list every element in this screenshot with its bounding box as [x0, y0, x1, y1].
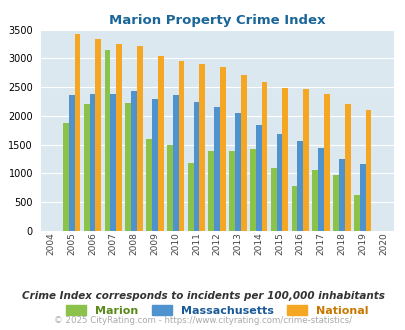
- Bar: [240, 75, 246, 231]
- Bar: [344, 105, 350, 231]
- Bar: [116, 44, 122, 231]
- Bar: [178, 61, 184, 231]
- Bar: [146, 139, 151, 231]
- Bar: [303, 89, 308, 231]
- Bar: [229, 151, 234, 231]
- Bar: [151, 99, 158, 231]
- Bar: [90, 93, 95, 231]
- Bar: [359, 164, 364, 231]
- Bar: [187, 163, 193, 231]
- Bar: [220, 67, 225, 231]
- Text: Crime Index corresponds to incidents per 100,000 inhabitants: Crime Index corresponds to incidents per…: [21, 291, 384, 301]
- Bar: [193, 102, 199, 231]
- Title: Marion Property Crime Index: Marion Property Crime Index: [109, 14, 325, 27]
- Bar: [75, 34, 80, 231]
- Bar: [353, 195, 359, 231]
- Bar: [333, 175, 338, 231]
- Bar: [158, 56, 163, 231]
- Bar: [338, 158, 344, 231]
- Bar: [110, 93, 116, 231]
- Bar: [199, 64, 205, 231]
- Bar: [125, 103, 131, 231]
- Bar: [270, 168, 276, 231]
- Bar: [255, 125, 261, 231]
- Bar: [249, 149, 255, 231]
- Bar: [208, 151, 214, 231]
- Bar: [291, 185, 297, 231]
- Bar: [63, 123, 69, 231]
- Bar: [311, 170, 318, 231]
- Bar: [276, 134, 282, 231]
- Bar: [234, 113, 240, 231]
- Bar: [136, 47, 143, 231]
- Bar: [104, 50, 110, 231]
- Bar: [261, 82, 267, 231]
- Bar: [214, 107, 220, 231]
- Bar: [318, 148, 323, 231]
- Bar: [297, 141, 303, 231]
- Bar: [166, 145, 172, 231]
- Bar: [131, 91, 136, 231]
- Bar: [323, 94, 329, 231]
- Bar: [95, 39, 101, 231]
- Bar: [69, 95, 75, 231]
- Text: © 2025 CityRating.com - https://www.cityrating.com/crime-statistics/: © 2025 CityRating.com - https://www.city…: [54, 316, 351, 325]
- Bar: [172, 95, 178, 231]
- Bar: [83, 105, 90, 231]
- Legend: Marion, Massachusetts, National: Marion, Massachusetts, National: [62, 301, 372, 321]
- Bar: [364, 110, 371, 231]
- Bar: [282, 88, 288, 231]
